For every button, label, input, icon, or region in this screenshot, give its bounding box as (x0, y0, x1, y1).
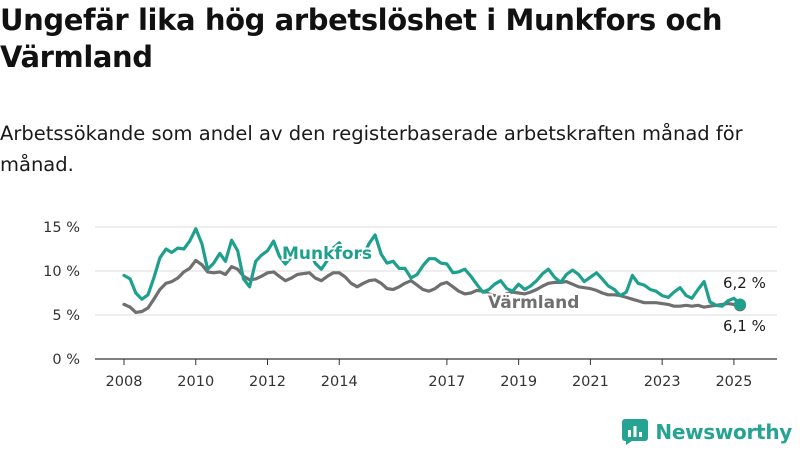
x-tick-label: 2021 (572, 374, 609, 390)
end-label-varmland: 6,1 % (723, 317, 766, 335)
series-lines (122, 227, 746, 314)
y-axis-ticks: 0 % 5 % 10 % 15 % (43, 220, 80, 368)
series-line-varmland (122, 258, 742, 314)
x-tick-label: 2010 (177, 374, 214, 390)
y-tick-label: 10 % (43, 264, 80, 280)
chart-subtitle: Arbetssökande som andel av den registerb… (0, 122, 743, 176)
newsworthy-logo-icon (622, 419, 649, 445)
x-axis-ticks: 2008 2010 2012 2014 2017 2019 2021 2023 2025 (106, 359, 752, 390)
x-tick-label: 2008 (106, 374, 143, 390)
brand-name: Newsworthy (655, 420, 792, 444)
end-label-munkfors: 6,2 % (723, 274, 766, 292)
series-line-munkfors (122, 227, 742, 308)
x-tick-label: 2019 (500, 374, 537, 390)
x-tick-label: 2014 (321, 374, 358, 390)
end-point-munkfors (734, 298, 746, 311)
x-tick-label: 2017 (428, 374, 465, 390)
newsworthy-logo: Newsworthy (622, 419, 792, 445)
x-tick-label: 2012 (249, 374, 286, 390)
series-label-munkfors: Munkfors (282, 244, 372, 264)
y-tick-label: 0 % (52, 352, 80, 368)
series-labels: Munkfors Värmland 6,2 % 6,1 % (280, 242, 766, 335)
y-tick-label: 5 % (52, 308, 80, 324)
x-tick-label: 2025 (715, 374, 752, 390)
y-tick-label: 15 % (43, 220, 80, 236)
chart-title: Ungefär lika hög arbetslöshet i Munkfors… (0, 3, 723, 74)
series-label-varmland: Värmland (488, 293, 579, 313)
x-tick-label: 2023 (644, 374, 681, 390)
